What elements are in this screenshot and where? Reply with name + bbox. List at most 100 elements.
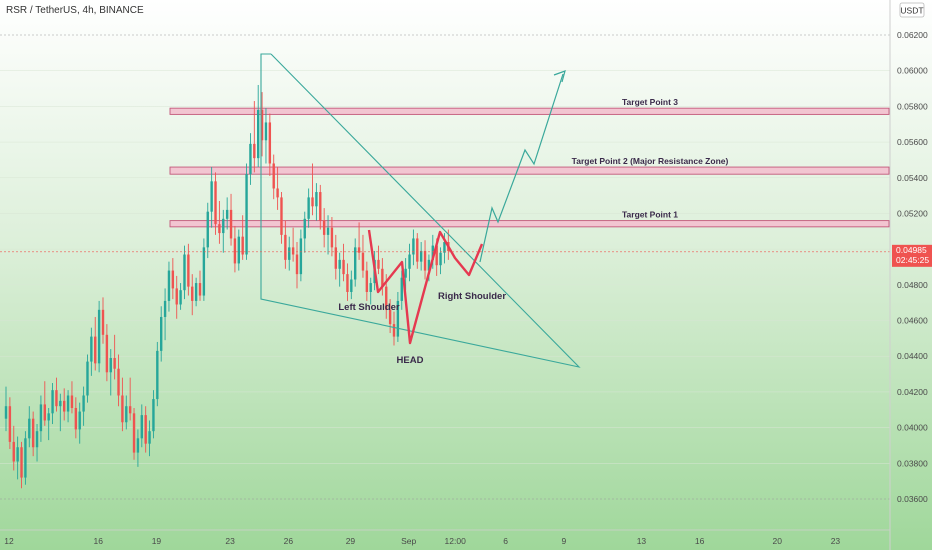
- candle-body[interactable]: [284, 234, 287, 260]
- candle-body[interactable]: [388, 309, 392, 325]
- candle-body[interactable]: [431, 245, 434, 260]
- candle-body[interactable]: [237, 236, 240, 264]
- candle-body[interactable]: [385, 286, 388, 310]
- candle-body[interactable]: [156, 350, 159, 400]
- candle-body[interactable]: [12, 441, 15, 462]
- candle-body[interactable]: [16, 447, 19, 462]
- candle-body[interactable]: [105, 334, 109, 373]
- candle-body[interactable]: [280, 197, 283, 235]
- candle-body[interactable]: [136, 438, 140, 453]
- candle-body[interactable]: [392, 324, 396, 337]
- price-axis[interactable]: 0.06200 0.06000 0.05800 0.05600 0.05400 0.052…: [889, 0, 928, 550]
- candle-body[interactable]: [94, 336, 97, 364]
- target-zone-box[interactable]: [169, 107, 890, 115]
- candle-body[interactable]: [361, 252, 365, 271]
- candle-body[interactable]: [233, 238, 237, 264]
- candle-body[interactable]: [55, 390, 58, 407]
- candle-body[interactable]: [423, 250, 427, 271]
- candle-body[interactable]: [167, 270, 171, 301]
- candle-body[interactable]: [412, 238, 415, 255]
- candle-body[interactable]: [229, 209, 233, 239]
- candle-body[interactable]: [101, 309, 105, 335]
- candle-body[interactable]: [264, 122, 268, 141]
- time-axis[interactable]: 12 16 19 23 26 29 Sep 12:00 6 9 13 16 20 23: [0, 529, 890, 546]
- candle-body[interactable]: [241, 236, 244, 255]
- candle-body[interactable]: [326, 227, 330, 235]
- candle-body[interactable]: [82, 395, 85, 412]
- candle-body[interactable]: [338, 259, 341, 269]
- candle-body[interactable]: [20, 447, 23, 478]
- candle-body[interactable]: [28, 418, 31, 439]
- candle-body[interactable]: [245, 174, 248, 255]
- candle-body[interactable]: [163, 300, 167, 317]
- candle-body[interactable]: [249, 143, 252, 175]
- candle-body[interactable]: [354, 247, 357, 280]
- candle-body[interactable]: [97, 309, 101, 364]
- candle-body[interactable]: [369, 283, 372, 292]
- candle-body[interactable]: [63, 400, 66, 412]
- candle-body[interactable]: [400, 277, 403, 301]
- candle-body[interactable]: [70, 395, 74, 408]
- target-zone-box[interactable]: [169, 166, 890, 175]
- candle-body[interactable]: [179, 290, 182, 305]
- candle-body[interactable]: [59, 400, 62, 407]
- candle-body[interactable]: [315, 192, 318, 207]
- candle-body[interactable]: [346, 274, 349, 292]
- candle-body[interactable]: [132, 413, 136, 453]
- candle-body[interactable]: [276, 188, 279, 198]
- candle-body[interactable]: [160, 316, 163, 351]
- candle-body[interactable]: [342, 259, 345, 275]
- candle-body[interactable]: [148, 431, 151, 444]
- candle-body[interactable]: [319, 192, 322, 221]
- candle-body[interactable]: [365, 270, 369, 292]
- candle-body[interactable]: [202, 247, 206, 296]
- candle-body[interactable]: [86, 361, 89, 396]
- candle-body[interactable]: [24, 438, 27, 478]
- candle-body[interactable]: [187, 254, 190, 287]
- candle-body[interactable]: [299, 238, 303, 275]
- candle-body[interactable]: [381, 268, 384, 287]
- candle-body[interactable]: [113, 358, 116, 369]
- candle-body[interactable]: [257, 109, 260, 159]
- candle-body[interactable]: [443, 242, 446, 253]
- candle-body[interactable]: [121, 395, 124, 423]
- candle-body[interactable]: [334, 247, 337, 269]
- candle-body[interactable]: [183, 254, 186, 291]
- target-zone-box[interactable]: [169, 220, 890, 228]
- candle-body[interactable]: [253, 143, 256, 159]
- candle-body[interactable]: [90, 336, 93, 362]
- candle-body[interactable]: [260, 109, 264, 141]
- candle-body[interactable]: [140, 415, 143, 439]
- candle-body[interactable]: [74, 407, 78, 430]
- candle-body[interactable]: [377, 259, 380, 269]
- candle-body[interactable]: [439, 252, 442, 266]
- candle-body[interactable]: [51, 390, 54, 414]
- candle-body[interactable]: [288, 247, 291, 260]
- candle-body[interactable]: [194, 283, 198, 301]
- currency-badge[interactable]: USDT: [899, 2, 925, 18]
- candle-body[interactable]: [225, 209, 229, 219]
- candle-body[interactable]: [78, 411, 81, 430]
- candle-body[interactable]: [311, 197, 314, 207]
- candle-body[interactable]: [435, 245, 438, 266]
- candle-body[interactable]: [291, 247, 295, 255]
- candle-body[interactable]: [303, 218, 306, 239]
- candle-body[interactable]: [268, 122, 272, 164]
- candle-body[interactable]: [408, 254, 411, 269]
- candle-body[interactable]: [218, 224, 221, 234]
- candle-body[interactable]: [47, 413, 50, 421]
- candle-body[interactable]: [152, 399, 155, 432]
- candle-body[interactable]: [175, 288, 178, 305]
- candle-body[interactable]: [35, 431, 39, 448]
- candle-body[interactable]: [8, 406, 12, 442]
- candle-body[interactable]: [210, 181, 213, 212]
- candle-body[interactable]: [66, 395, 70, 412]
- candle-body[interactable]: [350, 279, 353, 292]
- candle-body[interactable]: [272, 163, 275, 189]
- candle-body[interactable]: [307, 197, 310, 219]
- candle-body[interactable]: [125, 406, 128, 423]
- candle-body[interactable]: [222, 218, 225, 234]
- candle-body[interactable]: [419, 250, 423, 262]
- candle-body[interactable]: [295, 254, 299, 275]
